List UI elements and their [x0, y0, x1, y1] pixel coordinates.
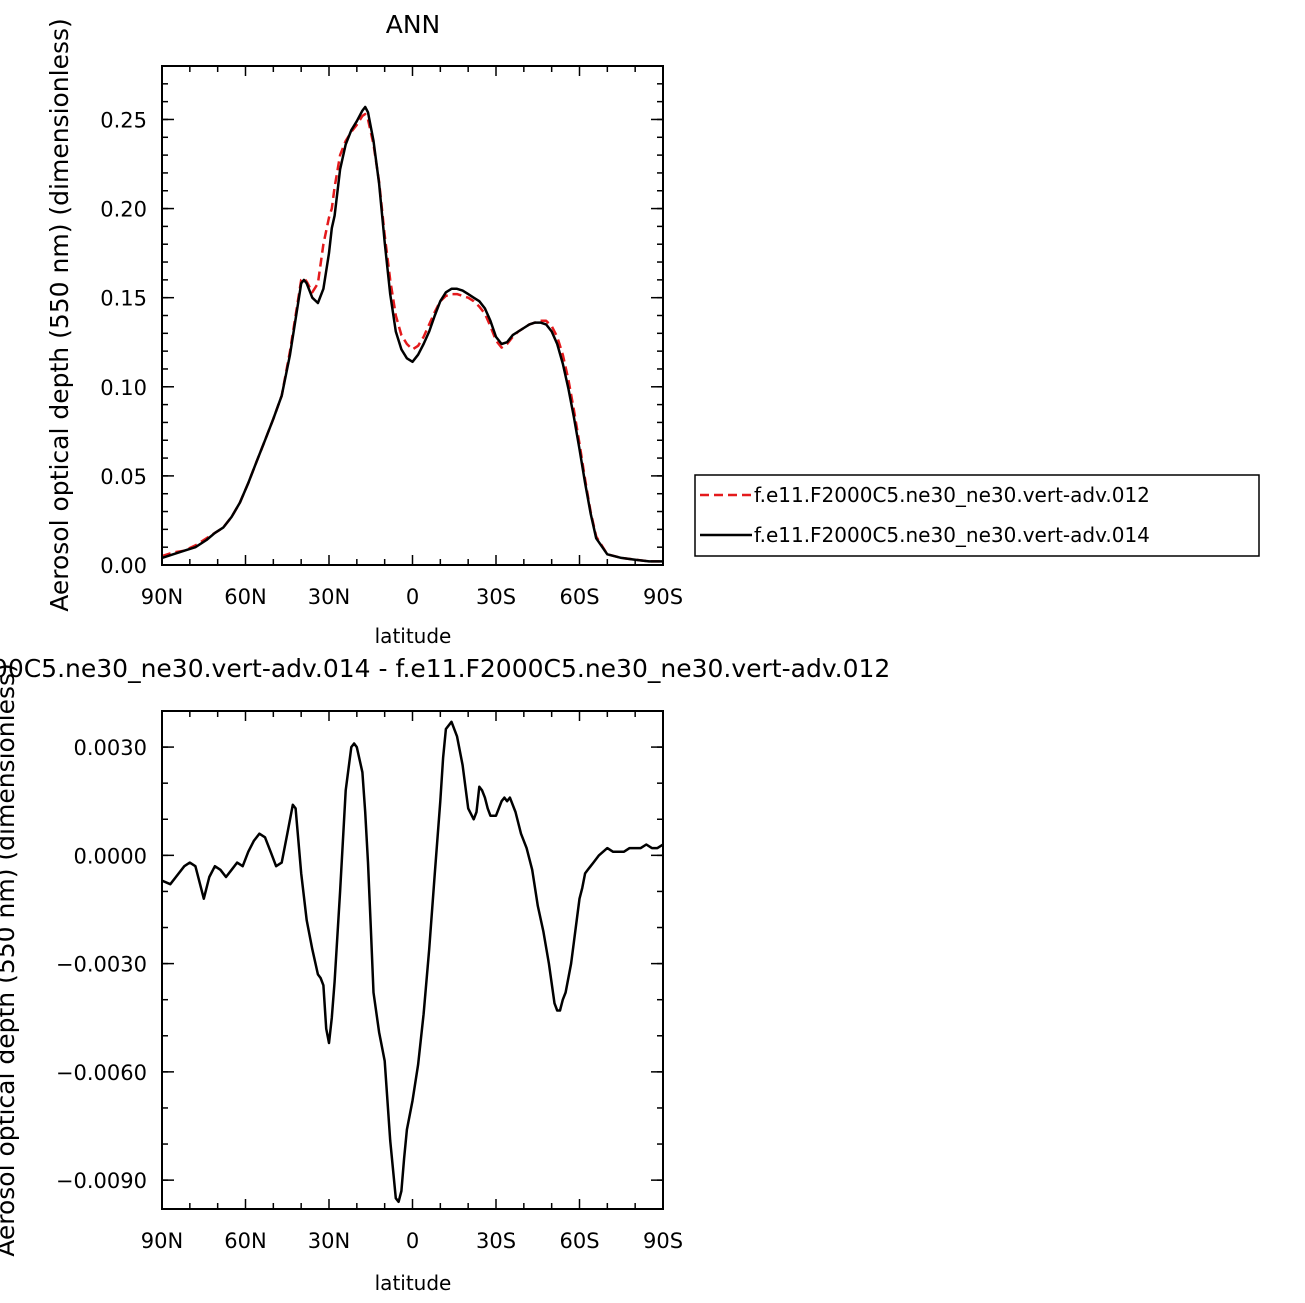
- bottom-x-tick-label: 60S: [559, 1229, 599, 1253]
- top-chart-title: ANN: [386, 10, 441, 39]
- bottom-x-axis-label: latitude: [375, 1271, 452, 1295]
- bottom-x-tick-label: 90S: [643, 1229, 683, 1253]
- bottom-y-tick-label: −0.0090: [56, 1169, 147, 1193]
- bottom-series-line-0: [162, 720, 663, 1204]
- top-axis-ticks: 90N 60N 30N 0 30S 60S 90S 0.00 0.05 0.10 0.15 0.20 0…: [100, 65, 683, 609]
- legend-label-014: f.e11.F2000C5.ne30_ne30.vert-adv.014: [754, 523, 1150, 547]
- top-plot-frame: [161, 65, 664, 566]
- top-panel: ANN Aerosol optical depth (550 nm) (dime…: [45, 10, 683, 648]
- top-y-tick-label: 0.05: [100, 465, 147, 489]
- top-x-tick-label: 90S: [643, 585, 683, 609]
- top-series-line-1: [162, 105, 663, 563]
- top-plot-lines: [162, 105, 663, 563]
- top-y-tick-label: 0.00: [100, 554, 147, 578]
- legend-box: [694, 474, 1260, 557]
- top-y-tick-label: 0.10: [100, 376, 147, 400]
- top-x-tick-label: 60N: [224, 585, 266, 609]
- bottom-x-tick-label: 60N: [224, 1229, 266, 1253]
- bottom-chart-title: f.e11.F2000C5.ne30_ne30.vert-adv.014 - f…: [0, 654, 890, 683]
- legend: f.e11.F2000C5.ne30_ne30.vert-adv.012 f.e…: [694, 474, 1260, 557]
- top-x-axis-label: latitude: [375, 624, 452, 648]
- bottom-x-tick-label: 90N: [141, 1229, 183, 1253]
- bottom-axis-ticks: 90N 60N 30N 0 30S 60S 90S −0.0090 −0.0060 −0.0030…: [56, 710, 683, 1253]
- top-x-tick-label: 0: [406, 585, 419, 609]
- top-x-tick-label: 30N: [308, 585, 350, 609]
- legend-label-012: f.e11.F2000C5.ne30_ne30.vert-adv.012: [754, 483, 1150, 507]
- bottom-y-tick-label: 0.0030: [74, 736, 147, 760]
- bottom-y-tick-label: −0.0030: [56, 953, 147, 977]
- top-series-line-0: [162, 112, 663, 563]
- bottom-x-tick-label: 30N: [308, 1229, 350, 1253]
- bottom-y-tick-label: −0.0060: [56, 1061, 147, 1085]
- top-y-tick-label: 0.20: [100, 198, 147, 222]
- bottom-y-tick-label: 0.0000: [74, 844, 147, 868]
- bottom-x-tick-label: 30S: [476, 1229, 516, 1253]
- bottom-y-axis-label: Aerosol optical depth (550 nm) (dimensio…: [0, 663, 20, 1257]
- bottom-x-tick-label: 0: [406, 1229, 419, 1253]
- top-y-tick-label: 0.25: [100, 108, 147, 132]
- top-y-tick-label: 0.15: [100, 287, 147, 311]
- top-x-tick-label: 30S: [476, 585, 516, 609]
- bottom-panel: f.e11.F2000C5.ne30_ne30.vert-adv.014 - f…: [0, 654, 890, 1295]
- top-x-tick-label: 60S: [559, 585, 599, 609]
- bottom-plot-lines: [162, 720, 663, 1204]
- bottom-plot-frame: [161, 710, 664, 1210]
- top-y-axis-label: Aerosol optical depth (550 nm) (dimensio…: [45, 18, 74, 612]
- top-x-tick-label: 90N: [141, 585, 183, 609]
